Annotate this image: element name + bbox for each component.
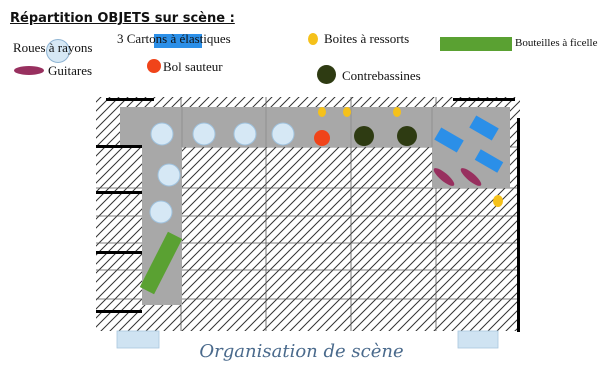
boite-swatch xyxy=(308,33,318,45)
base-left xyxy=(116,330,160,349)
legend-bouteilles-label: Bouteilles à ficelle xyxy=(515,37,598,49)
contrebasse-swatch xyxy=(317,65,336,84)
carton-1 xyxy=(434,127,464,153)
wall-left-4 xyxy=(96,310,142,313)
legend-guitares-label: Guitares xyxy=(48,63,93,78)
roue-1 xyxy=(150,122,174,146)
bouteille-swatch xyxy=(440,37,512,51)
roue-3 xyxy=(233,122,257,146)
legend-roues-label: Roues à rayons xyxy=(13,40,93,55)
roue-6 xyxy=(149,200,173,224)
wall-top-left xyxy=(106,98,154,101)
wall-right xyxy=(517,118,520,332)
roue-2 xyxy=(192,122,216,146)
guitare-2 xyxy=(460,168,482,186)
roue-swatch xyxy=(46,39,70,63)
bol-sauteur xyxy=(314,130,330,146)
guitare-1 xyxy=(433,168,455,186)
bol-swatch xyxy=(147,59,161,73)
base-right xyxy=(457,330,499,349)
guitare-swatch xyxy=(14,66,44,75)
wall-left-1 xyxy=(96,145,142,148)
wall-top-right xyxy=(453,98,515,101)
legend-cartons-label: 3 Cartons à élastiques xyxy=(117,31,231,46)
boite-2 xyxy=(343,107,351,117)
carton-3 xyxy=(474,149,504,173)
legend-boites-label: Boites à ressorts xyxy=(324,31,410,46)
bouteille-1 xyxy=(139,231,183,295)
carton-2 xyxy=(469,115,499,141)
wall-left-2 xyxy=(96,191,142,194)
boite-3 xyxy=(393,107,401,117)
legend-contrebasses-label: Contrebassines xyxy=(342,68,421,83)
contrebasse-2 xyxy=(397,126,417,146)
wall-left-3 xyxy=(96,251,142,254)
page-title: Répartition OBJETS sur scène : xyxy=(10,11,235,26)
roue-5 xyxy=(157,163,181,187)
contrebasse-1 xyxy=(354,126,374,146)
legend-bol-label: Bol sauteur xyxy=(163,59,223,74)
figure-caption: Organisation de scène xyxy=(199,341,404,362)
roue-4 xyxy=(271,122,295,146)
carton-swatch xyxy=(154,34,202,48)
boite-4 xyxy=(493,195,503,207)
boite-1 xyxy=(318,107,326,117)
